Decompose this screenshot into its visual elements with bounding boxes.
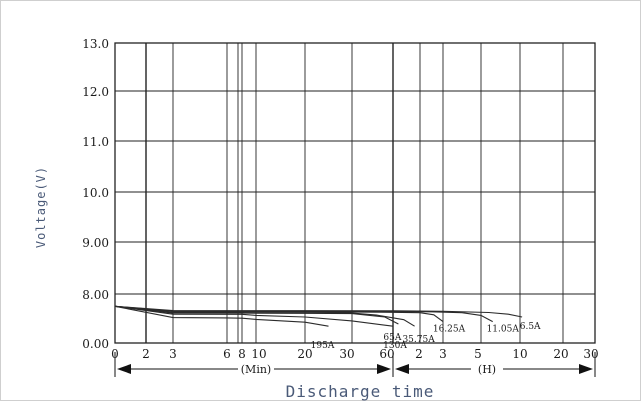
x-tick-label: 2 (142, 347, 150, 361)
series-label-11.05A: 11.05A (487, 325, 520, 335)
x-tick-label: 5 (474, 347, 482, 361)
x-axis-title: Discharge time (286, 382, 435, 401)
series-line-130A (114, 305, 394, 327)
series-label-6.5A: 6.5A (520, 322, 541, 332)
series-lines (114, 305, 523, 327)
axis-unit-arrows: (Min) (H) (114, 352, 596, 377)
x-tick-label: 20 (297, 347, 312, 361)
series-label-16.25A: 16.25A (433, 325, 466, 335)
y-tick-label: 12.0 (82, 85, 109, 99)
unit-label-hour: (H) (478, 363, 496, 376)
y-axis-title: Voltage(V) (34, 166, 48, 248)
series-label-130A: 130A (383, 341, 407, 351)
series-line-35.75A (114, 305, 415, 327)
x-tick-label: 10 (512, 347, 527, 361)
x-tick-label: 3 (439, 347, 447, 361)
y-tick-label: 11.0 (82, 135, 109, 149)
h-arrow-head (395, 364, 409, 374)
series-label-65A: 65A (383, 333, 401, 343)
x-tick-label: 3 (169, 347, 177, 361)
x-tick-label: 20 (553, 347, 568, 361)
series-label-195A: 195A (311, 341, 335, 351)
min-arrow-head (377, 364, 391, 374)
series-line-16.25A (114, 305, 444, 323)
series-line-195A (114, 305, 329, 327)
x-tick-label: 2 (415, 347, 423, 361)
y-tick-label: 10.0 (82, 186, 109, 200)
min-arrow-head (117, 364, 131, 374)
series-line-6.5A (114, 305, 523, 318)
y-tick-label: 0.00 (82, 337, 109, 351)
unit-label-min: (Min) (241, 363, 271, 376)
x-tick-label: 30 (583, 347, 598, 361)
series-label-35.75A: 35.75A (402, 335, 435, 345)
h-arrow-head (579, 364, 593, 374)
grid (114, 42, 596, 344)
x-tick-label: 8 (238, 347, 246, 361)
y-tick-label: 13.0 (82, 37, 109, 51)
x-tick-label: 10 (251, 347, 266, 361)
y-tick-label: 9.00 (82, 236, 109, 250)
series-line-11.05A (114, 305, 493, 323)
y-tick-labels: 0.00 8.00 9.00 10.0 11.0 12.0 13.0 (82, 37, 109, 351)
x-tick-label: 6 (223, 347, 231, 361)
y-tick-label: 8.00 (82, 288, 109, 302)
x-tick-label: 30 (339, 347, 354, 361)
x-tick-label: 60 (379, 347, 394, 361)
plot-border (114, 42, 596, 344)
